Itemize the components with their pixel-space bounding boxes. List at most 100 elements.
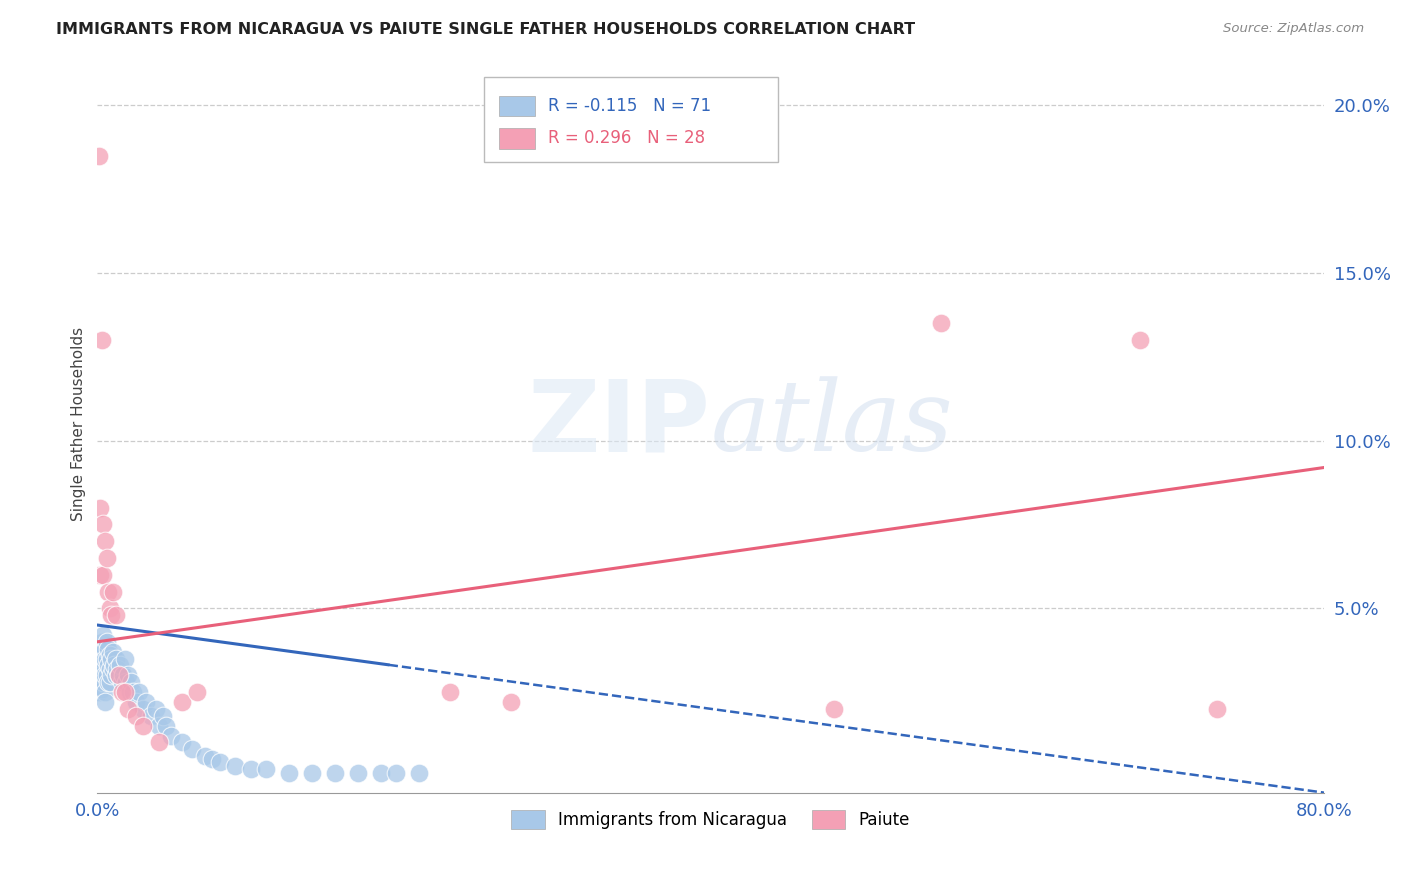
Point <box>91 668 114 682</box>
Point <box>111 675 134 690</box>
Point <box>87 149 110 163</box>
Point <box>96 635 118 649</box>
Point <box>278 765 301 780</box>
Point <box>170 695 193 709</box>
Point <box>323 765 346 780</box>
Point <box>152 708 174 723</box>
Point <box>112 668 135 682</box>
FancyBboxPatch shape <box>484 78 779 162</box>
Point <box>89 641 111 656</box>
Point <box>148 735 170 749</box>
Point <box>186 685 208 699</box>
Point <box>87 651 110 665</box>
Point <box>97 641 120 656</box>
Point <box>201 752 224 766</box>
Point <box>823 702 845 716</box>
Point <box>96 551 118 566</box>
FancyBboxPatch shape <box>499 95 536 116</box>
Point <box>132 702 155 716</box>
Point <box>93 567 115 582</box>
Point <box>93 645 115 659</box>
Point <box>170 735 193 749</box>
Point <box>148 718 170 732</box>
Text: IMMIGRANTS FROM NICARAGUA VS PAIUTE SINGLE FATHER HOUSEHOLDS CORRELATION CHART: IMMIGRANTS FROM NICARAGUA VS PAIUTE SING… <box>56 22 915 37</box>
Point <box>139 708 162 723</box>
Point <box>104 607 127 622</box>
Point <box>209 756 232 770</box>
Point <box>93 675 115 690</box>
Legend: Immigrants from Nicaragua, Paiute: Immigrants from Nicaragua, Paiute <box>505 804 917 836</box>
Point <box>108 668 131 682</box>
Point <box>128 685 150 699</box>
Point <box>101 584 124 599</box>
Point <box>91 333 114 347</box>
Point <box>101 662 124 676</box>
Point <box>115 675 138 690</box>
Text: atlas: atlas <box>711 376 953 472</box>
Point <box>98 675 121 690</box>
Point <box>117 668 139 682</box>
Point <box>125 695 148 709</box>
Point <box>104 668 127 682</box>
Text: R = -0.115   N = 71: R = -0.115 N = 71 <box>547 97 711 115</box>
Point <box>97 584 120 599</box>
Point <box>94 668 117 682</box>
Point <box>104 651 127 665</box>
Point <box>347 765 370 780</box>
Point <box>100 668 122 682</box>
Point <box>120 675 142 690</box>
Point <box>385 765 408 780</box>
Point <box>94 695 117 709</box>
Point <box>1206 702 1229 716</box>
Point <box>105 662 128 676</box>
Point <box>98 648 121 663</box>
Point <box>194 748 217 763</box>
Point <box>94 641 117 656</box>
Y-axis label: Single Father Households: Single Father Households <box>72 326 86 521</box>
Text: ZIP: ZIP <box>527 376 711 473</box>
Point <box>114 685 136 699</box>
Point <box>111 685 134 699</box>
Point <box>118 685 141 699</box>
Point <box>98 601 121 615</box>
Point <box>1129 333 1152 347</box>
Point <box>103 658 125 673</box>
Point <box>117 702 139 716</box>
Point <box>110 658 132 673</box>
Point <box>96 651 118 665</box>
Point <box>89 500 111 515</box>
Point <box>125 708 148 723</box>
Point <box>97 675 120 690</box>
Point <box>501 695 523 709</box>
Point <box>89 662 111 676</box>
Point <box>94 685 117 699</box>
Point <box>370 765 392 780</box>
Point <box>93 628 115 642</box>
Point <box>135 695 157 709</box>
Point <box>96 668 118 682</box>
Point <box>145 702 167 716</box>
Point <box>97 658 120 673</box>
Point <box>239 762 262 776</box>
Point <box>121 685 143 699</box>
Point <box>100 651 122 665</box>
Point <box>94 651 117 665</box>
Point <box>301 765 323 780</box>
Point <box>224 759 246 773</box>
Point <box>94 534 117 549</box>
Point <box>254 762 277 776</box>
Point <box>93 658 115 673</box>
Point <box>91 635 114 649</box>
Point <box>89 567 111 582</box>
Point <box>87 685 110 699</box>
Point <box>929 316 952 330</box>
Point <box>132 718 155 732</box>
Point <box>93 517 115 532</box>
Point <box>439 685 461 699</box>
Point <box>114 651 136 665</box>
Point <box>160 729 183 743</box>
Text: R = 0.296   N = 28: R = 0.296 N = 28 <box>547 129 704 147</box>
Point <box>101 645 124 659</box>
Point <box>98 662 121 676</box>
Point <box>100 607 122 622</box>
